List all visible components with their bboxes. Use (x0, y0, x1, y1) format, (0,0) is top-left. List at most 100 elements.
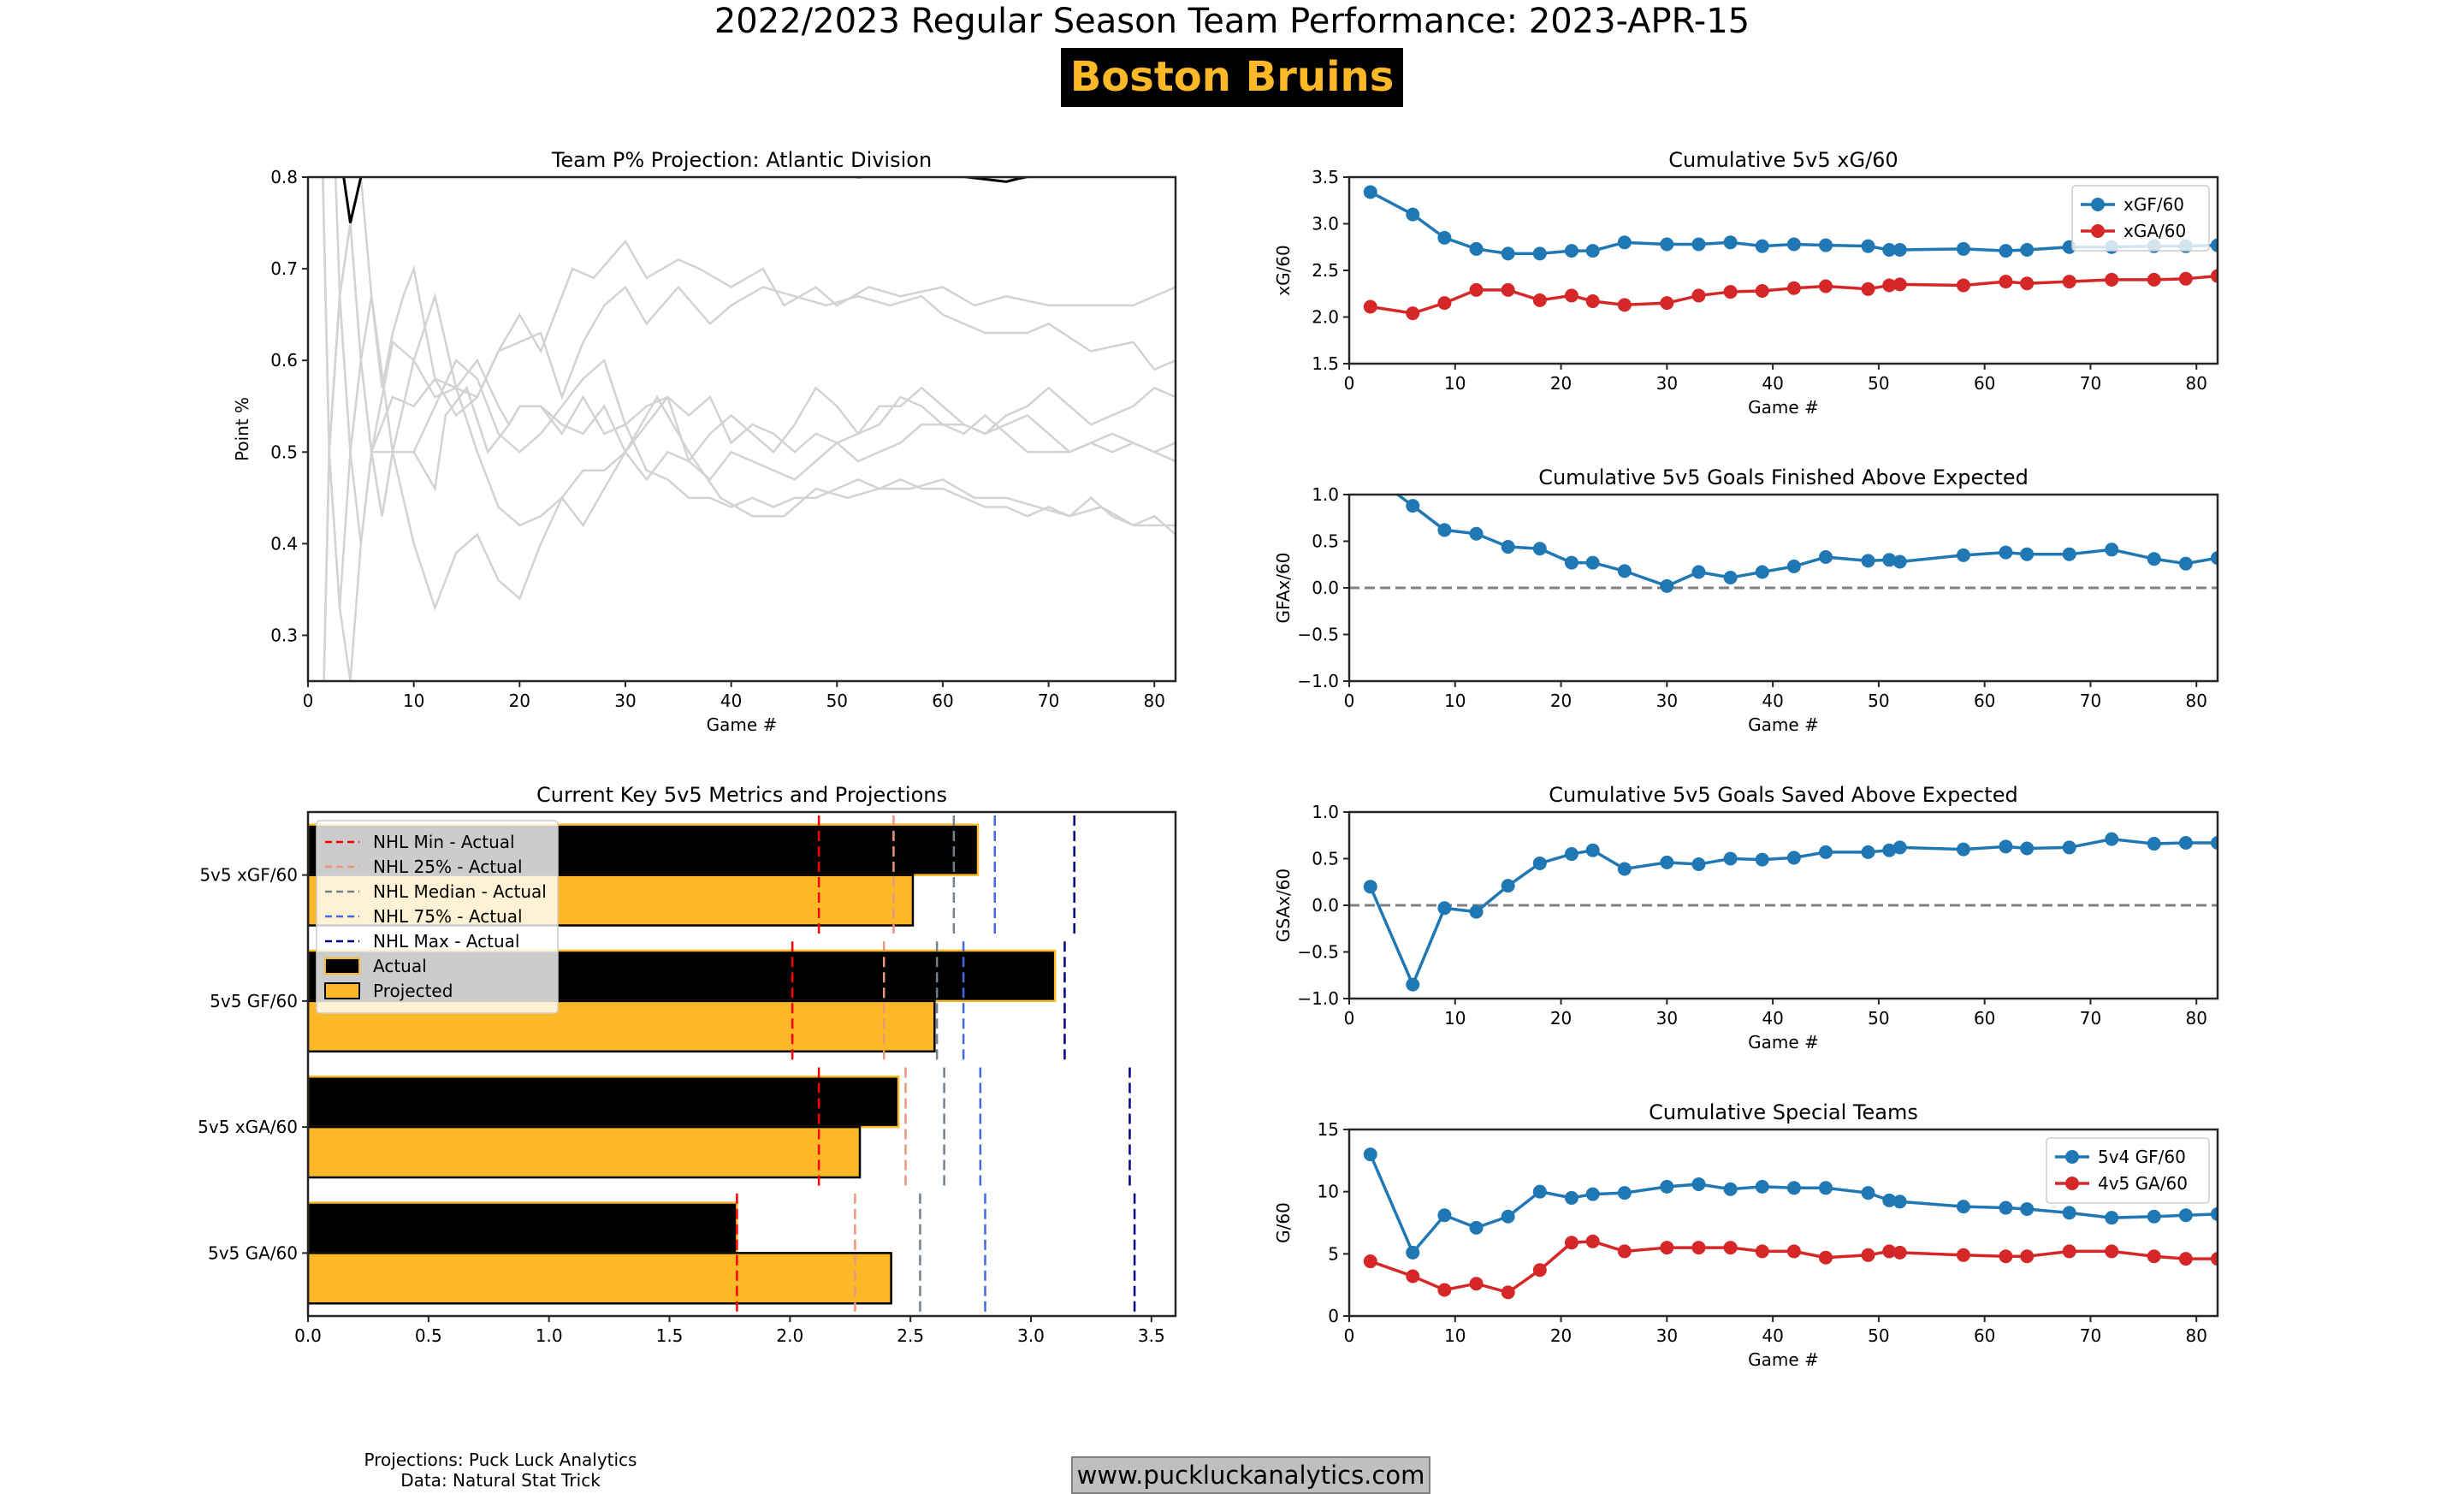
data-point (1956, 842, 1970, 857)
legend-frame (2071, 185, 2210, 252)
x-tick-label: 70 (1038, 691, 1059, 711)
x-tick-label: 2.5 (897, 1325, 924, 1346)
figure-title: 2022/2023 Regular Season Team Performanc… (714, 2, 1750, 41)
y-tick-label: 0.5 (1312, 531, 1339, 552)
data-point (2211, 238, 2218, 252)
legend-label: xGA/60 (2123, 221, 2186, 241)
data-point (2020, 547, 2035, 561)
data-point (1819, 279, 1833, 293)
data-point (1585, 555, 1600, 570)
x-tick-label: 40 (1762, 373, 1783, 394)
x-tick-label: 2.0 (776, 1325, 803, 1346)
legend: xGF/60 xGA/60 (2071, 185, 2210, 252)
data-point (1861, 845, 1875, 859)
x-tick-label: 80 (2186, 373, 2207, 394)
data-point (1406, 499, 1420, 513)
data-point (1532, 542, 1547, 556)
chart-title: Cumulative Special Teams (1649, 1100, 1918, 1124)
y-tick-label: 0.0 (1312, 895, 1339, 916)
x-tick-label: 30 (1656, 1325, 1678, 1346)
data-point (2062, 1206, 2076, 1220)
x-tick-label: 10 (1444, 1325, 1466, 1346)
data-point (1882, 1244, 1897, 1259)
data-point (2147, 1249, 2161, 1264)
y-tick-label: 3.5 (1312, 167, 1339, 187)
x-tick-label: 0 (303, 691, 314, 711)
y-axis-label: GSAx/60 (1273, 869, 1294, 942)
x-tick-label: 70 (2080, 1325, 2101, 1346)
x-tick-label: 30 (1656, 1008, 1678, 1029)
credits: Projections: Puck Luck Analytics Data: N… (342, 1450, 659, 1491)
legend-label: NHL 75% - Actual (373, 906, 523, 927)
data-point (1819, 550, 1833, 565)
x-tick-label: 20 (1550, 373, 1572, 394)
data-point (1691, 1241, 1706, 1255)
highlight-team-line (342, 177, 1033, 223)
y-tick-label: −0.5 (1297, 942, 1339, 963)
data-point (1585, 244, 1600, 258)
plot-area (1363, 185, 2218, 321)
x-tick-label: 20 (1550, 1008, 1572, 1029)
data-point (1956, 241, 1970, 256)
data-point (1861, 1186, 1875, 1201)
data-point (1819, 238, 1833, 252)
data-point (2105, 832, 2119, 846)
data-point (2178, 556, 2193, 571)
legend-frame (2046, 1137, 2210, 1204)
data-point (1691, 237, 1706, 252)
team-name-badge: Boston Bruins (1061, 48, 1403, 107)
data-point (2062, 1244, 2076, 1259)
data-point (1892, 840, 1907, 855)
legend-label: Projected (373, 981, 453, 1001)
data-point (1786, 1244, 1801, 1259)
legend-frame (316, 820, 559, 1014)
team-line (334, 177, 1176, 536)
series-xga-60 (1363, 269, 2218, 321)
data-point (1617, 298, 1632, 312)
data-point (1892, 243, 1907, 258)
legend-bar-swatch (324, 982, 360, 999)
legend-marker (2065, 1150, 2079, 1164)
legend-label: Actual (373, 956, 427, 976)
x-tick-label: 0.0 (294, 1325, 322, 1346)
x-tick-label: 50 (1868, 373, 1889, 394)
x-tick-label: 40 (1762, 691, 1783, 711)
y-tick-label: 0 (1328, 1306, 1339, 1326)
series-gfax-60 (1395, 495, 2218, 593)
chart-title: Cumulative 5v5 xG/60 (1668, 148, 1898, 172)
bar-projected (308, 1125, 862, 1179)
chart-title: Cumulative 5v5 Goals Saved Above Expecte… (1549, 783, 2017, 807)
plot-area (1349, 495, 2218, 593)
data-point (1786, 559, 1801, 573)
data-point (2020, 1249, 2035, 1264)
data-point (1819, 1181, 1833, 1195)
data-point (1585, 1187, 1600, 1201)
legend-label: xGF/60 (2123, 194, 2184, 215)
data-point (2178, 835, 2193, 850)
y-tick-label: 2.0 (1312, 307, 1339, 328)
data-point (2147, 552, 2161, 566)
data-point (1882, 553, 1897, 567)
data-point (2211, 835, 2218, 850)
legend-bar-swatch (324, 957, 360, 975)
legend: NHL Min - Actual NHL 25% - Actual NHL Medi… (316, 820, 559, 1014)
data-point (1999, 1201, 2013, 1215)
data-point (1437, 296, 1452, 311)
bar-actual (308, 1201, 738, 1254)
x-tick-label: 60 (1974, 1325, 1995, 1346)
y-tick-label: 1.0 (1312, 484, 1339, 505)
category-label: 5v5 GA/60 (208, 1242, 298, 1263)
data-point (1406, 1269, 1420, 1284)
y-tick-label: 0.8 (270, 167, 298, 187)
y-axis-label: xG/60 (1273, 245, 1294, 296)
data-point (1437, 523, 1452, 537)
data-point (1617, 862, 1632, 876)
y-axis-label: GFAx/60 (1273, 553, 1294, 624)
data-point (1660, 237, 1674, 252)
x-tick-label: 40 (1762, 1325, 1783, 1346)
data-point (2211, 1206, 2218, 1221)
data-point (1501, 540, 1515, 554)
x-tick-label: 0 (1344, 691, 1355, 711)
website-link[interactable]: www.puckluckanalytics.com (1071, 1456, 1430, 1494)
legend-label: NHL 25% - Actual (373, 857, 523, 877)
